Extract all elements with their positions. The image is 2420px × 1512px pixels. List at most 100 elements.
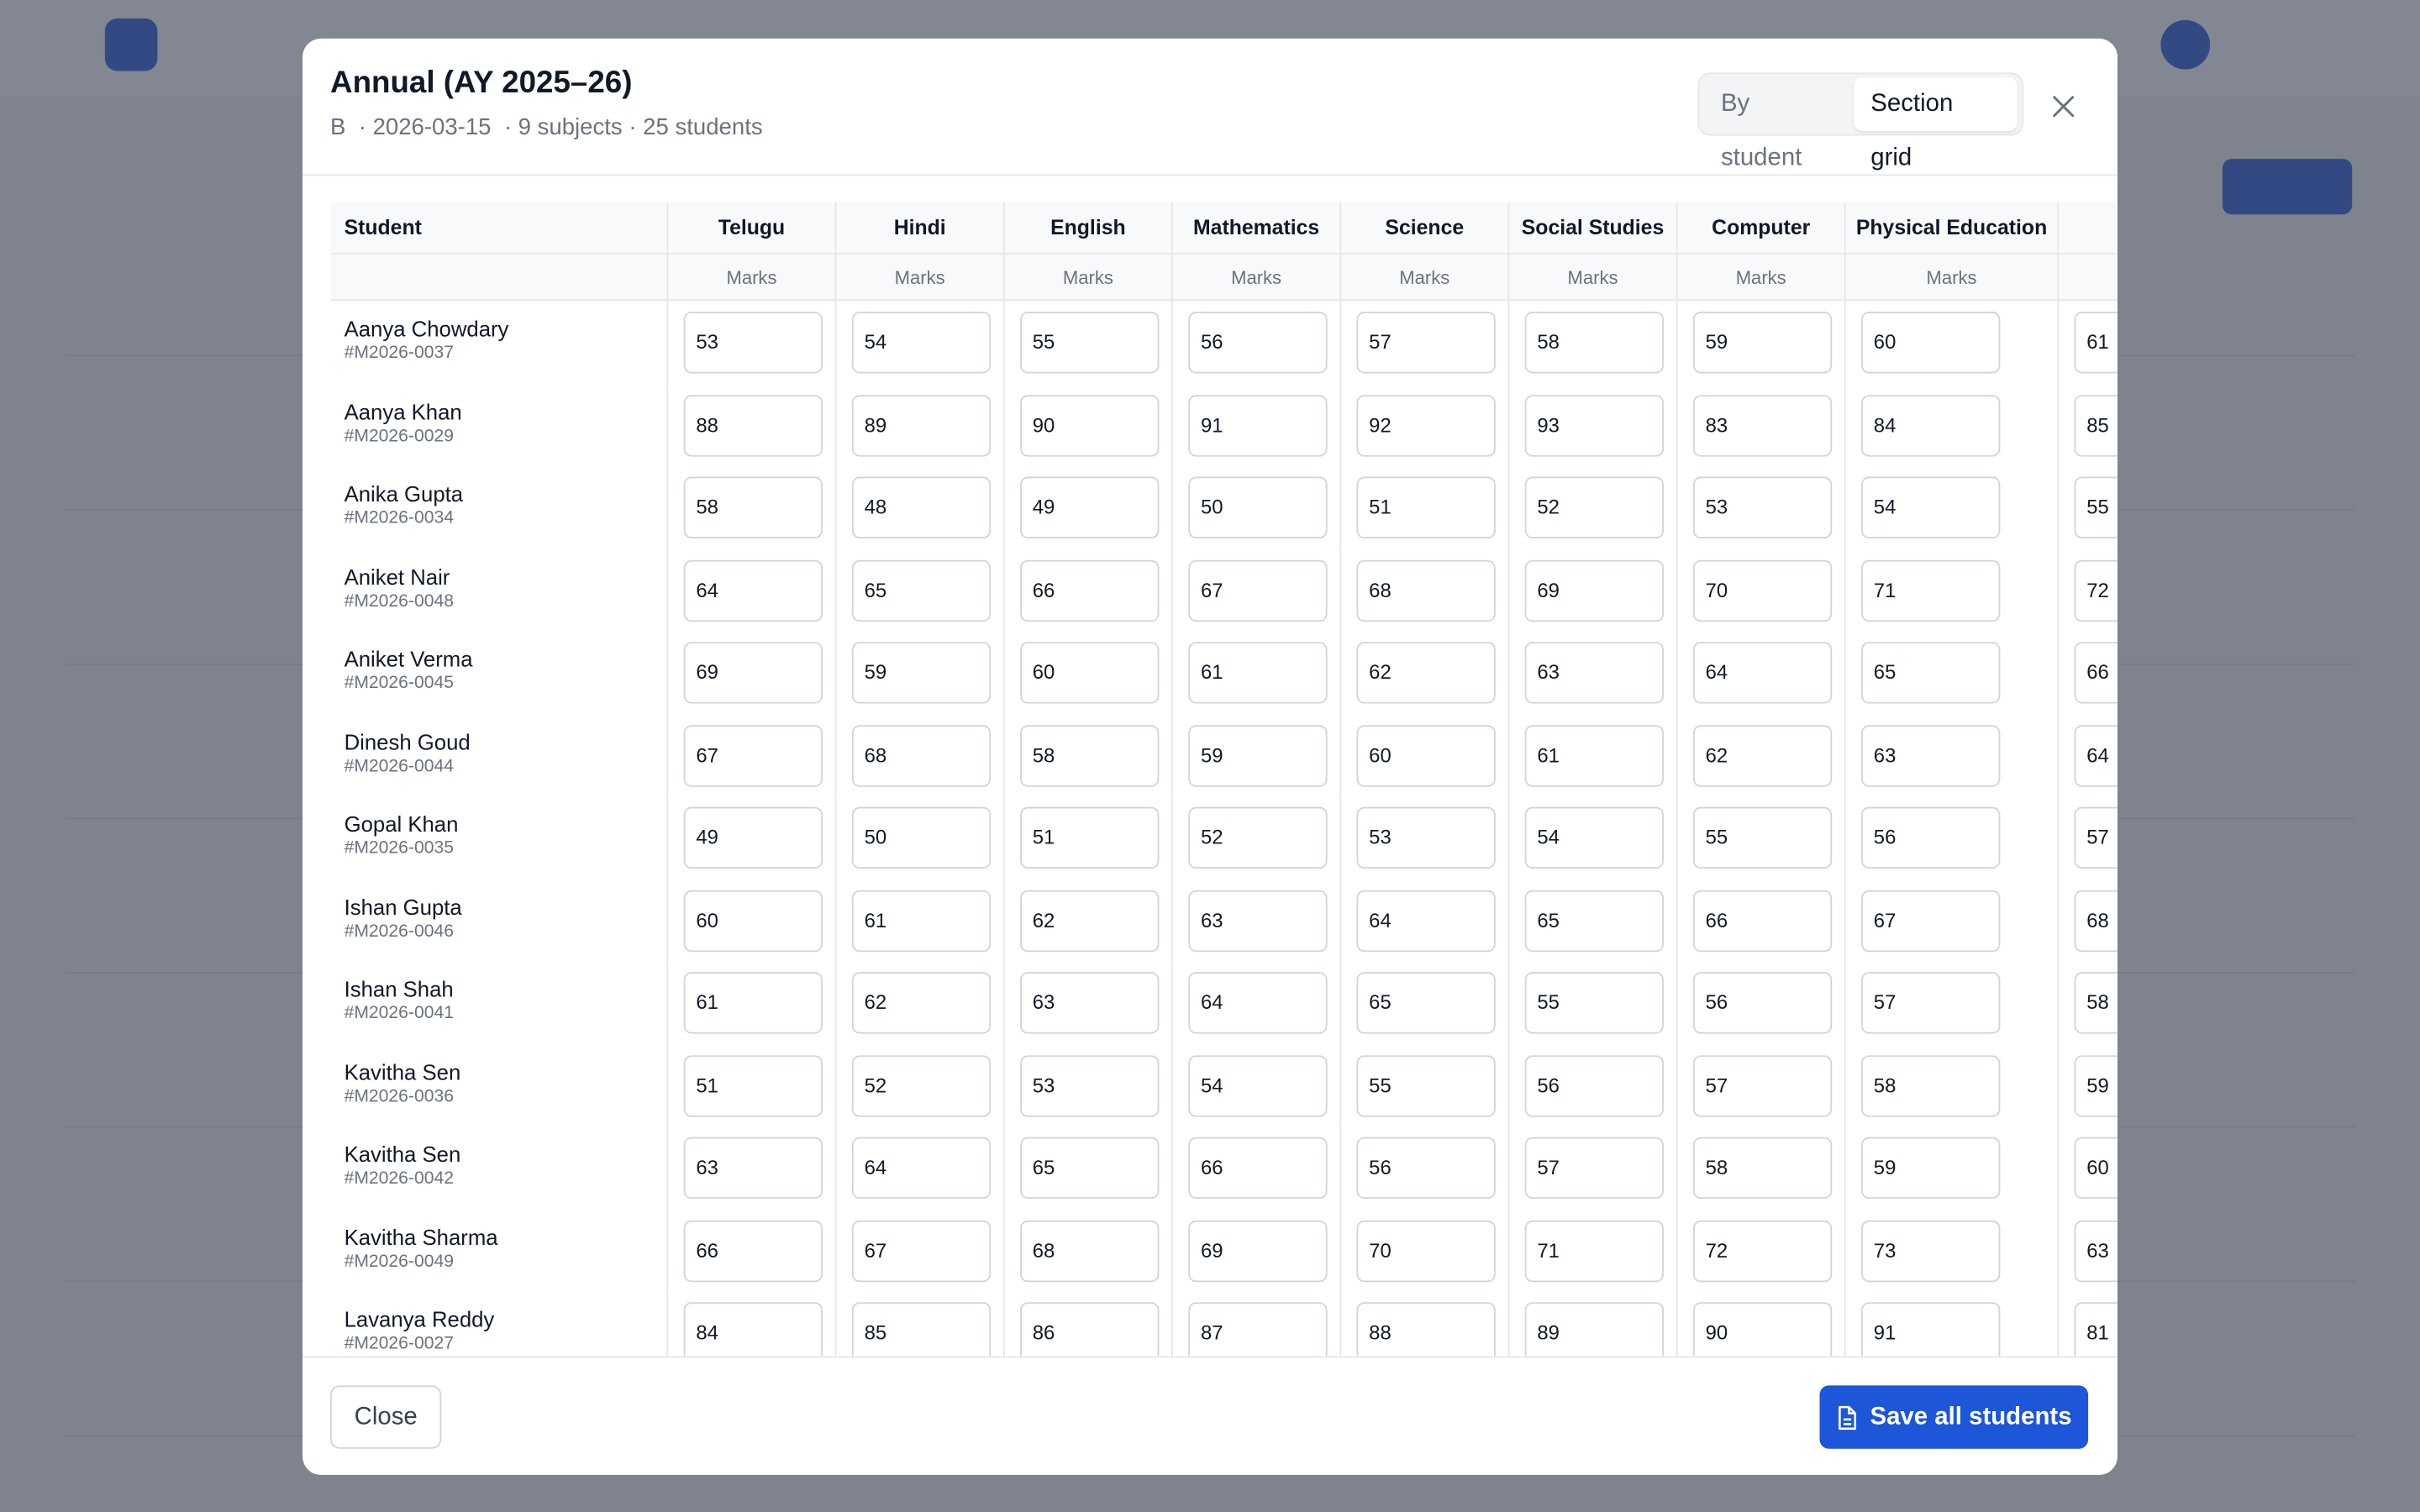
marks-input[interactable]: 66	[683, 1219, 823, 1282]
marks-input[interactable]: 67	[851, 1219, 992, 1282]
marks-input[interactable]: 65	[1524, 889, 1665, 952]
marks-input[interactable]: 68	[1020, 1219, 1160, 1282]
marks-input[interactable]: 62	[1356, 642, 1496, 704]
marks-input[interactable]: 65	[1861, 642, 2001, 704]
marks-input[interactable]: 63	[1020, 972, 1160, 1034]
marks-input[interactable]: 67	[1861, 889, 2001, 952]
marks-input[interactable]: 57	[1356, 312, 1496, 374]
marks-input[interactable]: 63	[1188, 889, 1328, 952]
marks-input[interactable]: 51	[1356, 476, 1496, 539]
marks-input[interactable]: 72	[2074, 559, 2118, 622]
marks-input[interactable]: 71	[1524, 1219, 1665, 1282]
marks-input[interactable]: 61	[1188, 642, 1328, 704]
marks-input[interactable]: 59	[851, 642, 992, 704]
marks-input[interactable]: 54	[1861, 476, 2001, 539]
marks-input[interactable]: 50	[1188, 476, 1328, 539]
marks-input[interactable]: 61	[2074, 312, 2118, 374]
marks-input[interactable]: 49	[683, 806, 823, 869]
marks-input[interactable]: 55	[1524, 972, 1665, 1034]
marks-input[interactable]: 59	[2074, 1054, 2118, 1116]
marks-input[interactable]: 67	[1188, 559, 1328, 622]
marks-input[interactable]: 56	[1356, 1137, 1496, 1200]
marks-input[interactable]: 58	[1020, 724, 1160, 786]
marks-input[interactable]: 65	[1356, 972, 1496, 1034]
marks-input[interactable]: 62	[851, 972, 992, 1034]
marks-input[interactable]: 58	[1861, 1054, 2001, 1116]
marks-input[interactable]: 53	[1692, 476, 1833, 539]
marks-input[interactable]: 64	[1356, 889, 1496, 952]
marks-input[interactable]: 54	[1188, 1054, 1328, 1116]
marks-input[interactable]: 60	[1356, 724, 1496, 786]
marks-input[interactable]: 87	[1188, 1302, 1328, 1357]
marks-input[interactable]: 52	[851, 1054, 992, 1116]
marks-input[interactable]: 58	[2074, 972, 2118, 1034]
marks-input[interactable]: 60	[683, 889, 823, 952]
marks-input[interactable]: 61	[683, 972, 823, 1034]
marks-input[interactable]: 63	[1524, 642, 1665, 704]
close-button[interactable]: Close	[330, 1385, 442, 1449]
marks-input[interactable]: 57	[1524, 1137, 1665, 1200]
marks-input[interactable]: 60	[1020, 642, 1160, 704]
marks-input[interactable]: 64	[2074, 724, 2118, 786]
marks-input[interactable]: 66	[1188, 1137, 1328, 1200]
marks-input[interactable]: 56	[1861, 806, 2001, 869]
marks-input[interactable]: 68	[2074, 889, 2118, 952]
marks-input[interactable]: 56	[1692, 972, 1833, 1034]
marks-input[interactable]: 51	[683, 1054, 823, 1116]
marks-input[interactable]: 55	[1356, 1054, 1496, 1116]
marks-input[interactable]: 53	[683, 312, 823, 374]
marks-input[interactable]: 89	[851, 394, 992, 456]
marks-input[interactable]: 85	[851, 1302, 992, 1357]
marks-input[interactable]: 68	[1356, 559, 1496, 622]
marks-input[interactable]: 64	[1692, 642, 1833, 704]
marks-input[interactable]: 48	[851, 476, 992, 539]
marks-input[interactable]: 70	[1692, 559, 1833, 622]
marks-input[interactable]: 66	[1692, 889, 1833, 952]
marks-input[interactable]: 66	[2074, 642, 2118, 704]
marks-input[interactable]: 55	[1020, 312, 1160, 374]
marks-input[interactable]: 63	[1861, 724, 2001, 786]
marks-input[interactable]: 61	[1524, 724, 1665, 786]
marks-input[interactable]: 53	[1020, 1054, 1160, 1116]
marks-input[interactable]: 84	[683, 1302, 823, 1357]
marks-input[interactable]: 73	[1861, 1219, 2001, 1282]
marks-input[interactable]: 52	[1188, 806, 1328, 869]
marks-input[interactable]: 84	[1861, 394, 2001, 456]
marks-input[interactable]: 93	[1524, 394, 1665, 456]
marks-input[interactable]: 56	[1188, 312, 1328, 374]
marks-input[interactable]: 69	[683, 642, 823, 704]
marks-input[interactable]: 51	[1020, 806, 1160, 869]
marks-input[interactable]: 85	[2074, 394, 2118, 456]
tab[interactable]: By student	[1720, 91, 1802, 171]
marks-input[interactable]: 65	[851, 559, 992, 622]
close-icon[interactable]	[2051, 94, 2075, 118]
marks-input[interactable]: 64	[1188, 972, 1328, 1034]
marks-input[interactable]: 88	[683, 394, 823, 456]
marks-input[interactable]: 54	[851, 312, 992, 374]
marks-input[interactable]: 56	[1524, 1054, 1665, 1116]
marks-input[interactable]: 58	[1524, 312, 1665, 374]
marks-input[interactable]: 69	[1188, 1219, 1328, 1282]
marks-input[interactable]: 55	[2074, 476, 2118, 539]
marks-input[interactable]: 62	[1692, 724, 1833, 786]
marks-input[interactable]: 69	[1524, 559, 1665, 622]
marks-input[interactable]: 70	[1356, 1219, 1496, 1282]
marks-input[interactable]: 63	[683, 1137, 823, 1200]
marks-input[interactable]: 91	[1188, 394, 1328, 456]
marks-input[interactable]: 90	[1020, 394, 1160, 456]
marks-input[interactable]: 57	[2074, 806, 2118, 869]
marks-input[interactable]: 59	[1188, 724, 1328, 786]
marks-input[interactable]: 64	[851, 1137, 992, 1200]
marks-input[interactable]: 81	[2074, 1302, 2118, 1357]
marks-input[interactable]: 64	[683, 559, 823, 622]
marks-input[interactable]: 50	[851, 806, 992, 869]
marks-input[interactable]: 59	[1692, 312, 1833, 374]
marks-input[interactable]: 92	[1356, 394, 1496, 456]
marks-input[interactable]: 67	[683, 724, 823, 786]
marks-input[interactable]: 57	[1861, 972, 2001, 1034]
marks-input[interactable]: 52	[1524, 476, 1665, 539]
marks-input[interactable]: 58	[1692, 1137, 1833, 1200]
marks-input[interactable]: 49	[1020, 476, 1160, 539]
marks-input[interactable]: 72	[1692, 1219, 1833, 1282]
marks-input[interactable]: 57	[1692, 1054, 1833, 1116]
